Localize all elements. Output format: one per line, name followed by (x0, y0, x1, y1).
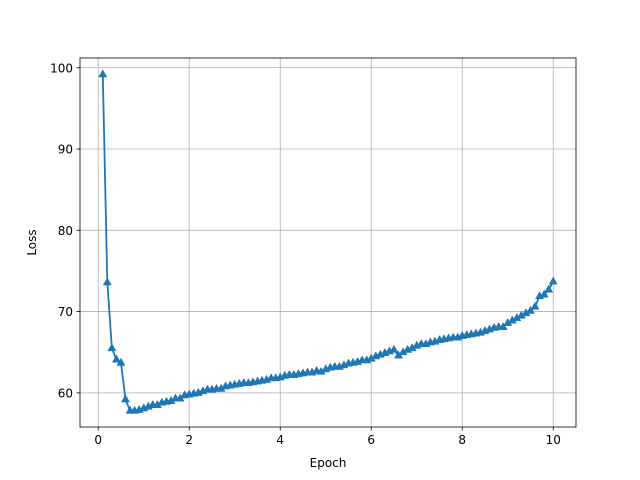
y-tick-label: 80 (58, 224, 73, 238)
plot-frame (79, 57, 577, 428)
x-tick-label: 4 (276, 433, 284, 447)
x-tick-label: 8 (458, 433, 466, 447)
data-point-marker (116, 357, 126, 366)
grid (80, 58, 576, 427)
x-axis-label: Epoch (310, 456, 347, 470)
data-point-marker (548, 276, 558, 285)
x-tick-label: 6 (367, 433, 375, 447)
data-point-marker (102, 277, 112, 286)
data-point-marker (544, 284, 554, 293)
data-point-marker (530, 301, 540, 310)
data-point-marker (539, 289, 549, 298)
y-tick-label: 60 (58, 386, 73, 400)
x-tick-label: 10 (546, 433, 561, 447)
data-point-marker (121, 394, 130, 403)
data-point-marker (107, 343, 117, 352)
data-point-marker (389, 344, 399, 353)
data-point-marker (498, 322, 508, 330)
ticks: 0 2 4 6 8 10 60 70 80 90 100 (50, 61, 561, 447)
y-axis-label: Loss (25, 229, 39, 255)
y-tick-label: 90 (58, 143, 73, 157)
x-tick-label: 0 (94, 433, 102, 447)
y-tick-label: 70 (58, 305, 73, 319)
x-tick-label: 2 (185, 433, 193, 447)
data-point-marker (98, 69, 108, 78)
data-point-marker (111, 354, 121, 363)
y-tick-label: 100 (50, 61, 73, 75)
series-layer (98, 69, 558, 414)
data-point-marker (526, 305, 535, 314)
